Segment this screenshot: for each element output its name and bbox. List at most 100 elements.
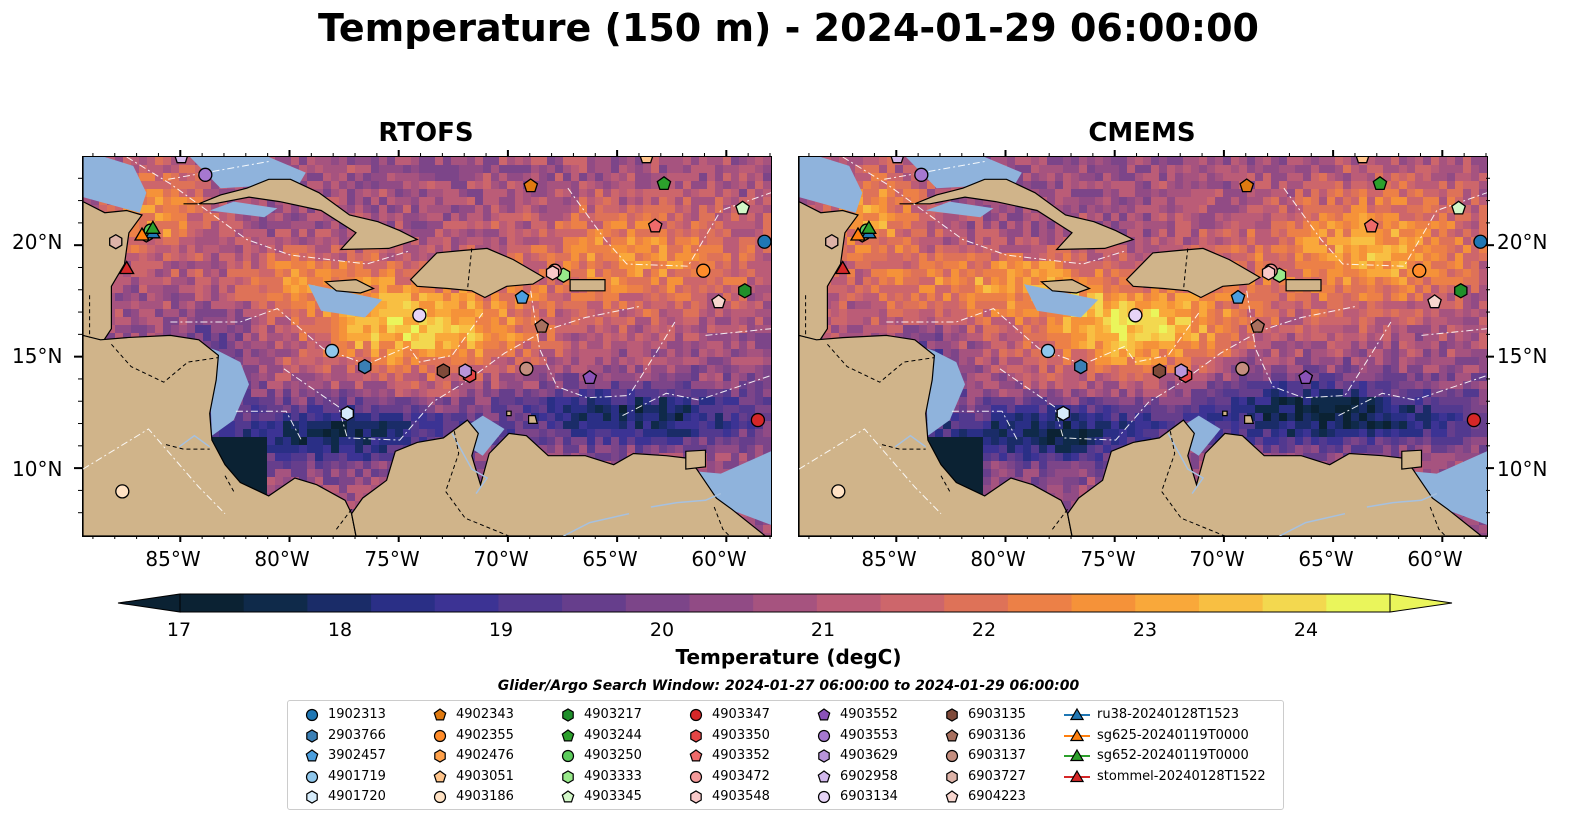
land [1222,410,1228,417]
glider-marker-sg625-20240119T0000 [849,226,867,241]
legend-swatch [562,770,574,784]
legend-swatch [818,749,830,763]
legend-swatch [306,728,318,743]
panel-title-rtofs: RTOFS [378,118,474,148]
legend-swatch [690,790,702,805]
legend-swatch [945,790,959,803]
float-marker-4903548 [1261,265,1276,281]
legend-label: 4902476 [456,748,514,764]
float-marker-4903051 [1355,157,1370,164]
float-marker-4902343 [1239,178,1255,193]
float-marker-3902457 [514,289,530,304]
legend-label: 4901719 [328,768,386,784]
float-marker-4903552 [582,369,598,385]
legend-label: 4903553 [840,727,898,743]
legend-swatch [689,770,703,783]
legend-swatch [305,708,319,722]
country-border [1182,248,1189,291]
colorbar-tick-23: 23 [1132,619,1158,641]
legend-swatch [1064,769,1090,782]
eez-boundary [283,305,641,441]
legend: 1902313 2903766 3902457 4901719 4901720 49023… [287,700,1284,810]
panel-title-cmems: CMEMS [1088,118,1196,148]
legend-swatch [561,790,575,803]
colorbar-label: Temperature (degC) [675,645,902,669]
lon-tick-right-85: 85°W [861,547,917,571]
shelf-area [209,201,278,218]
land [1039,278,1092,294]
float-marker-6904223 [1427,294,1442,309]
legend-label: 4903186 [456,789,514,805]
lat-tick-right-10: 10°N [1497,457,1548,481]
country-border [940,475,951,492]
float-marker-4903553 [198,167,213,182]
legend-swatch [817,729,831,742]
float-marker-4903347 [1466,412,1482,428]
legend-swatch [945,728,959,742]
float-marker-4903352 [647,218,663,233]
land [1401,449,1423,470]
eez-boundary [1421,328,1487,336]
legend-swatch [305,770,319,783]
legend-label: 4903333 [584,768,642,784]
figure-title: Temperature (150 m) - 2024-01-29 06:00:0… [317,6,1259,50]
land [1244,415,1255,424]
legend-swatch [562,708,574,722]
legend-label: sg652-20240119T0000 [1097,748,1249,764]
float-marker-4903553 [914,167,929,182]
eez-boundary [884,161,985,180]
lat-tick-right-20: 20°N [1497,230,1548,254]
eez-boundary [999,305,1357,441]
legend-swatch [946,708,958,722]
river [451,433,489,495]
legend-label: 4903548 [712,789,770,805]
legend-label: 6903134 [840,789,898,805]
legend-label: 4902355 [456,727,514,743]
map-panel-rtofs [82,156,772,537]
lat-tick-left-10: 10°N [12,457,63,481]
legend-label: 3902457 [328,748,386,764]
float-marker-6903727 [825,233,839,250]
legend-label: 2903766 [328,727,386,743]
eez-boundary [567,187,771,267]
land [685,449,707,470]
legend-label: stommel-20240128T1522 [1097,768,1266,784]
shelf-area [672,451,771,525]
lon-tick-right-60: 60°W [1407,547,1463,571]
float-marker-4901720 [1056,405,1070,422]
legend-label: ru38-20240128T1523 [1097,707,1240,722]
legend-swatch [433,791,447,804]
legend-swatch [817,708,831,721]
legend-label: 4903629 [840,748,898,764]
land [569,278,606,292]
legend-label: 6903135 [968,707,1026,722]
eez-boundary [951,410,1018,441]
lon-tick-left-85: 85°W [145,547,201,571]
axis-ticks [808,150,1494,542]
legend-label: 4903345 [584,789,642,805]
land [506,410,512,417]
river [1366,492,1438,508]
legend-swatch [306,790,318,805]
glider-marker-stommel-20240128T1522 [118,260,135,275]
float-marker-4903347 [750,412,766,428]
colorbar-tick-24: 24 [1293,619,1319,641]
float-marker-4903629 [458,363,472,379]
colorbar-tick-17: 17 [166,619,192,641]
legend-swatch [433,729,447,742]
eez-boundary [1338,375,1487,417]
float-marker-3902457 [1230,289,1246,304]
lon-tick-left-75: 75°W [364,547,420,571]
eez-boundary [842,157,1127,265]
lon-tick-right-65: 65°W [1298,547,1354,571]
legend-swatch [305,749,319,762]
legend-swatch [946,770,958,784]
legend-label: 6903137 [968,748,1026,764]
river [650,492,722,508]
legend-swatch [945,750,959,763]
float-marker-2903766 [1074,358,1088,375]
float-marker-4902343 [523,178,539,193]
shelf-area [308,284,383,318]
legend-label: 4903217 [584,707,642,722]
shelf-area [1168,415,1221,456]
